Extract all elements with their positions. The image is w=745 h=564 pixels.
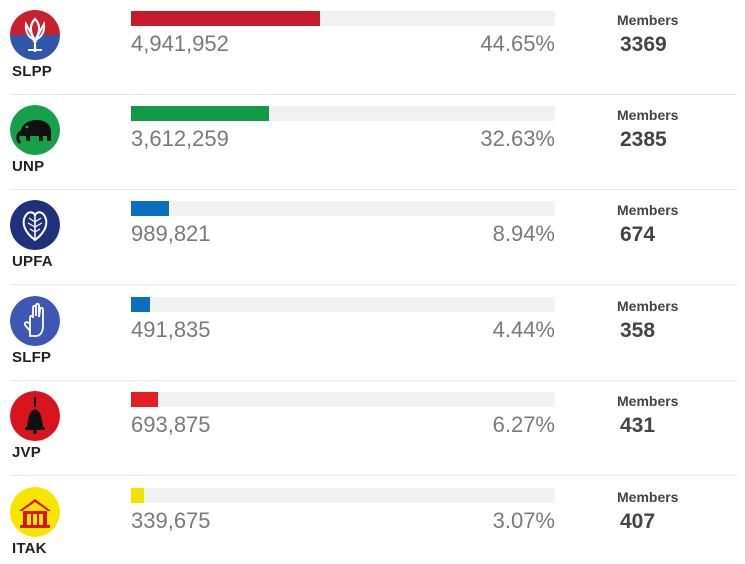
vote-count: 693,875 — [131, 412, 211, 437]
members-count: 431 — [620, 414, 656, 437]
party-code: UPFA — [12, 253, 53, 270]
party-row-unp: UNP 3,612,259 32.63% Members 2385 — [0, 95, 745, 190]
house-icon — [10, 487, 60, 537]
row-divider — [10, 284, 737, 285]
party-code: UNP — [12, 158, 45, 175]
vote-share-bar — [131, 11, 555, 26]
vote-share-bar — [131, 297, 555, 312]
vote-share-bar — [131, 106, 555, 121]
party-code: ITAK — [12, 540, 47, 557]
members-count: 358 — [620, 319, 656, 342]
vote-count: 3,612,259 — [131, 126, 229, 151]
vote-count: 989,821 — [131, 221, 211, 246]
bell-icon — [10, 391, 60, 441]
vote-percent: 32.63% — [480, 126, 555, 151]
members-count: 407 — [620, 510, 656, 533]
party-code: SLFP — [12, 349, 52, 366]
lotus-bud-icon — [10, 10, 60, 60]
row-divider — [10, 189, 737, 190]
vote-count: 4,941,952 — [131, 31, 229, 56]
vote-percent: 8.94% — [492, 221, 555, 246]
vote-share-fill — [131, 106, 270, 121]
row-divider — [10, 475, 737, 476]
vote-percent: 3.07% — [492, 508, 555, 533]
party-code: JVP — [12, 444, 41, 461]
vote-share-bar — [131, 201, 555, 216]
party-row-slpp: SLPP 4,941,952 44.65% Members 3369 — [0, 0, 745, 95]
vote-percent: 4.44% — [492, 317, 555, 342]
elephant-icon — [10, 105, 60, 155]
party-row-upfa: UPFA 989,821 8.94% Members 674 — [0, 190, 745, 285]
members-count: 2385 — [620, 128, 667, 151]
vote-share-bar — [131, 392, 555, 407]
betel-leaf-icon — [10, 200, 60, 250]
party-code: SLPP — [12, 63, 52, 80]
vote-share-fill — [131, 392, 158, 407]
party-row-slfp: SLFP 491,835 4.44% Members 358 — [0, 286, 745, 381]
party-row-jvp: JVP 693,875 6.27% Members 431 — [0, 381, 745, 476]
members-label: Members — [617, 202, 679, 218]
vote-count: 491,835 — [131, 317, 211, 342]
members-count: 3369 — [620, 33, 667, 56]
vote-share-bar — [131, 488, 555, 503]
vote-count: 339,675 — [131, 508, 211, 533]
row-divider — [10, 380, 737, 381]
members-label: Members — [617, 107, 679, 123]
members-label: Members — [617, 298, 679, 314]
vote-share-fill — [131, 201, 169, 216]
vote-percent: 6.27% — [492, 412, 555, 437]
members-label: Members — [617, 393, 679, 409]
row-divider — [10, 94, 737, 95]
members-label: Members — [617, 489, 679, 505]
vote-share-fill — [131, 11, 321, 26]
members-count: 674 — [620, 223, 656, 246]
vote-share-fill — [131, 488, 145, 503]
vote-share-fill — [131, 297, 150, 312]
members-label: Members — [617, 12, 679, 28]
party-row-itak: ITAK 339,675 3.07% Members 407 — [0, 477, 745, 564]
raised-hand-icon — [10, 296, 60, 346]
vote-percent: 44.65% — [480, 31, 555, 56]
